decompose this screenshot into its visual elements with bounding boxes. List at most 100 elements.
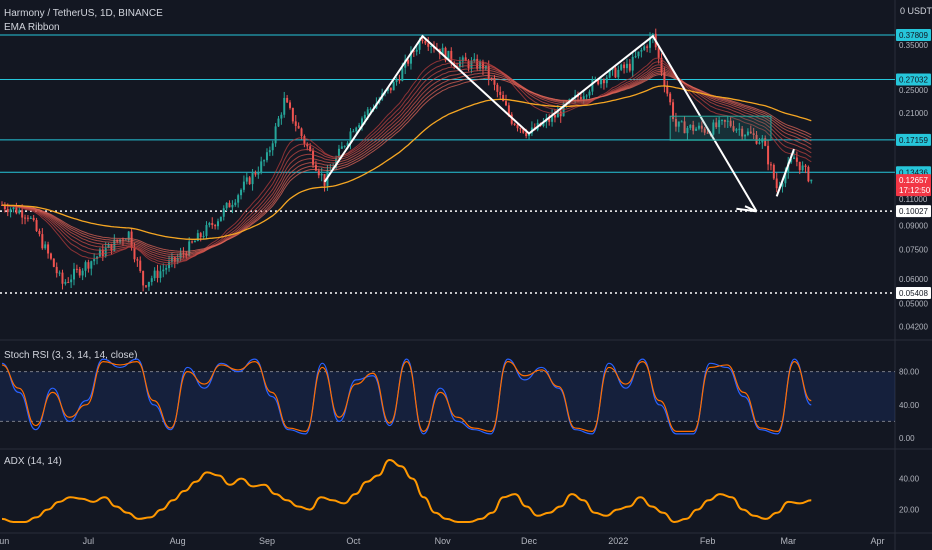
current-price-timer: 17:12:50 [899,186,931,195]
candle-body [683,121,686,134]
candle-body [18,210,21,214]
candle-body [758,142,761,144]
candle-body [337,148,340,159]
candle-body [703,128,706,133]
candle-body [712,122,715,135]
candle-body [179,252,182,259]
candle-body [260,161,263,173]
level-price-tag [896,133,931,146]
candle-body [150,278,153,282]
candle-body [614,67,617,78]
candle-body [430,46,433,48]
candle-body [418,39,421,50]
candle-body [657,47,660,58]
candle-body [510,114,513,124]
stoch-rsi-title: Stoch RSI (3, 3, 14, 14, close) [4,350,138,361]
time-axis-tick: Nov [435,536,452,546]
price-axis-tick: 0.05000 [899,299,928,308]
level-price-label: 0.37809 [899,31,928,40]
candle-body [363,114,366,119]
candle-body [41,234,44,249]
candle-body [389,87,392,91]
rsi-band-fill [0,371,895,422]
candle-body [156,270,159,278]
candle-body [525,132,528,137]
candle-body [205,225,208,236]
candle-body [458,61,461,67]
candle-body [522,128,525,133]
candle-body [801,165,804,171]
candle-body [26,217,29,219]
candle-body [637,51,640,57]
price-axis-tick: 0.09000 [899,221,928,230]
candle-body [461,57,464,62]
candle-body [222,208,225,217]
candle-body [369,108,372,110]
candle-body [44,244,47,249]
candle-body [127,231,130,240]
candle-body [225,202,228,209]
candle-body [409,50,412,64]
candle-body [38,230,41,235]
candle-body [173,257,176,262]
candle-body [49,253,52,259]
candle-body [421,39,424,42]
candle-body [476,58,479,69]
candle-body [147,281,150,287]
time-axis-tick: Aug [170,536,186,546]
candle-body [15,207,18,214]
candle-body [795,157,798,162]
candle-body [490,78,493,80]
candle-body [159,271,162,278]
pattern-drawing [323,34,758,212]
price-axis-tick: 0.11000 [899,195,928,204]
candle-body [579,97,582,100]
ema-ribbon-line [1,72,812,254]
candle-body [447,50,450,61]
candle-body [58,272,61,274]
candle-body [35,220,38,231]
candle-body [263,160,266,162]
candle-body [775,178,778,189]
candle-body [804,165,807,167]
candle-body [303,136,306,144]
candle-body [254,172,257,175]
candle-body [346,142,349,147]
candle-body [70,279,73,283]
candle-body [729,120,732,127]
level-price-label: 0.17159 [899,136,928,145]
time-axis-tick: Mar [780,536,796,546]
candle-body [24,217,27,219]
candle-body [104,248,107,257]
candle-body [680,121,683,123]
candle-body [407,59,410,64]
candle-body [582,96,585,100]
ema-ribbon-line [1,61,812,264]
candle-body [170,257,173,262]
candle-body [101,249,104,257]
candle-body [343,146,346,148]
candle-body [441,47,444,55]
candle-body [412,50,415,52]
candle-body [12,207,15,210]
candle-body [61,272,64,284]
candle-body [231,204,234,208]
candle-body [628,63,631,71]
level-price-tag [896,29,931,41]
candle-body [706,132,709,134]
candle-body [309,146,312,152]
candle-body [755,134,758,144]
rsi-axis-tick: 0.00 [899,434,915,443]
candle-body [556,111,559,118]
price-axis-tick: 0.06000 [899,275,928,284]
candle-body [602,79,605,84]
candle-body [663,72,666,87]
candle-body [625,63,628,69]
candle-body [505,101,507,106]
candle-body [314,164,317,171]
candle-body [631,56,634,71]
candle-body [793,157,795,159]
level-price-tag [896,73,931,86]
candle-body [669,93,672,103]
